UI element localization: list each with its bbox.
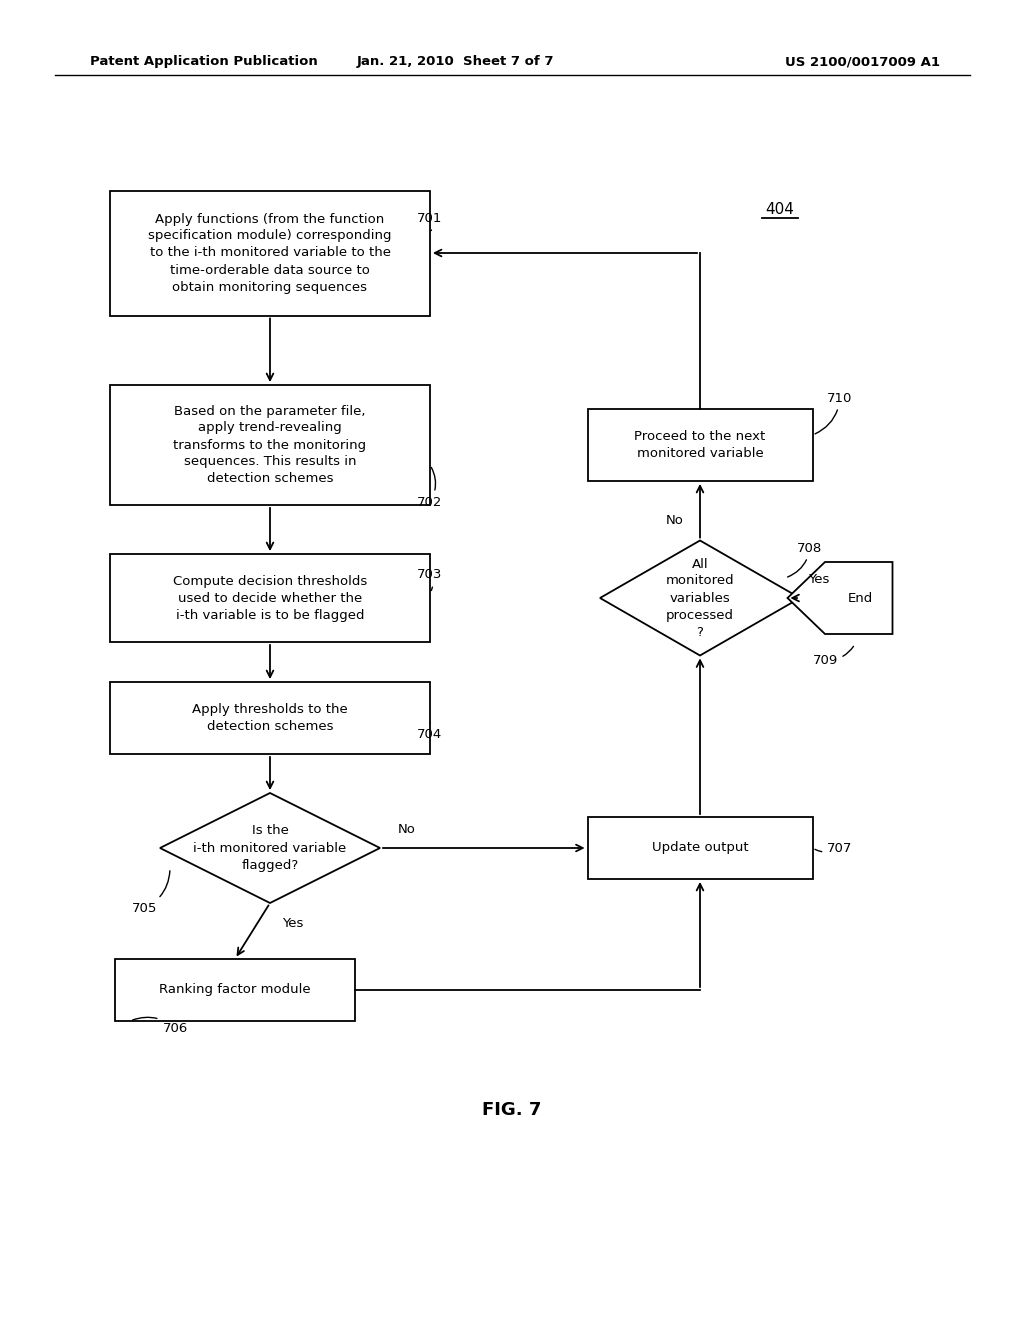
Bar <box>110 190 430 315</box>
Text: Jan. 21, 2010  Sheet 7 of 7: Jan. 21, 2010 Sheet 7 of 7 <box>356 55 554 69</box>
Bar <box>588 817 812 879</box>
Text: 702: 702 <box>418 467 442 508</box>
Text: FIG. 7: FIG. 7 <box>482 1101 542 1119</box>
Text: 710: 710 <box>815 392 853 434</box>
Text: 708: 708 <box>787 541 822 577</box>
Polygon shape <box>160 793 380 903</box>
Text: Based on the parameter file,
apply trend-revealing
transforms to the monitoring
: Based on the parameter file, apply trend… <box>173 404 367 486</box>
Text: 705: 705 <box>132 871 170 915</box>
Text: End: End <box>848 591 872 605</box>
Text: 704: 704 <box>418 723 442 742</box>
Polygon shape <box>600 540 800 656</box>
Text: No: No <box>667 513 684 527</box>
Text: Update output: Update output <box>651 842 749 854</box>
Bar <box>115 960 355 1020</box>
Text: 701: 701 <box>418 211 442 231</box>
Text: 404: 404 <box>766 202 795 218</box>
Text: Yes: Yes <box>282 917 303 931</box>
Text: 703: 703 <box>418 569 442 590</box>
Bar <box>110 682 430 754</box>
Text: All
monitored
variables
processed
?: All monitored variables processed ? <box>666 557 734 639</box>
Text: US 2100/0017009 A1: US 2100/0017009 A1 <box>785 55 940 69</box>
Text: No: No <box>398 822 416 836</box>
Bar <box>588 409 812 480</box>
Text: Patent Application Publication: Patent Application Publication <box>90 55 317 69</box>
Text: Apply functions (from the function
specification module) corresponding
to the i-: Apply functions (from the function speci… <box>148 213 392 293</box>
Text: 709: 709 <box>812 647 853 667</box>
Text: Proceed to the next
monitored variable: Proceed to the next monitored variable <box>635 430 766 459</box>
Text: 706: 706 <box>132 1018 187 1035</box>
Text: Yes: Yes <box>808 573 829 586</box>
Polygon shape <box>787 562 893 634</box>
Text: Ranking factor module: Ranking factor module <box>159 983 311 997</box>
Text: Compute decision thresholds
used to decide whether the
i-th variable is to be fl: Compute decision thresholds used to deci… <box>173 574 368 622</box>
Text: Apply thresholds to the
detection schemes: Apply thresholds to the detection scheme… <box>193 704 348 733</box>
Text: Is the
i-th monitored variable
flagged?: Is the i-th monitored variable flagged? <box>194 825 347 871</box>
Bar <box>110 554 430 642</box>
Text: 707: 707 <box>815 842 853 854</box>
Bar <box>110 385 430 506</box>
